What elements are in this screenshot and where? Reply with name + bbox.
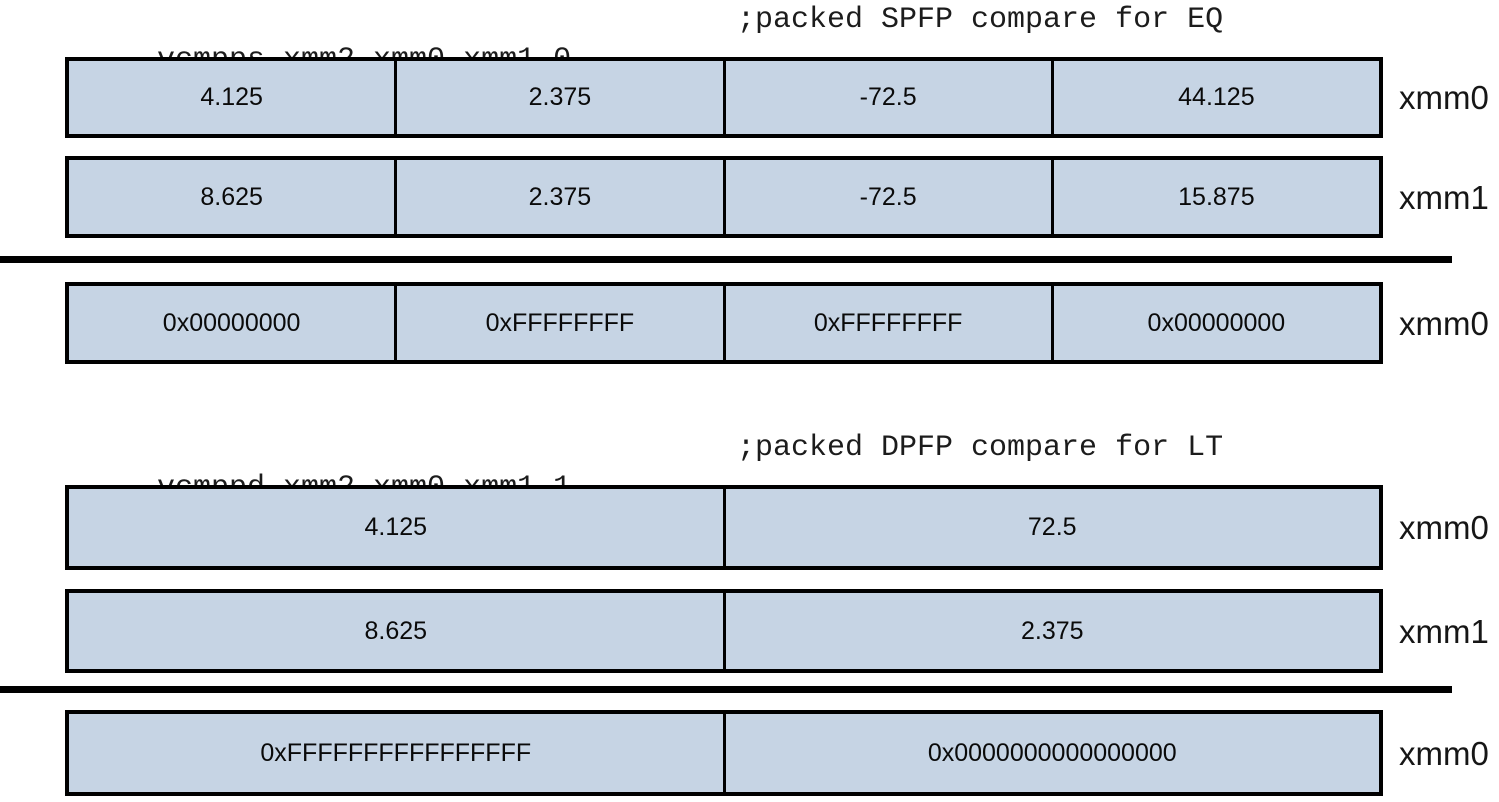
instruction-line-vcmpps: vcmpps xmm2,xmm0,xmm1,0 ;packed SPFP com… — [85, 0, 1223, 77]
instruction-line-vcmppd: vcmppd xmm2,xmm0,xmm1,1 ;packed DPFP com… — [85, 428, 1223, 505]
section-divider — [0, 256, 1452, 263]
register-cell: 72.5 — [1027, 513, 1077, 541]
instruction-comment: ;packed SPFP compare for EQ — [737, 3, 1224, 37]
register-label: xmm0 — [1399, 79, 1489, 116]
register-row-xmm0-src: 4.125 72.5 xmm0 — [65, 485, 1489, 570]
instruction-comment: ;packed DPFP compare for LT — [737, 431, 1224, 465]
register-label: xmm1 — [1399, 178, 1489, 216]
register-cell: 0xFFFFFFFFFFFFFFFF — [69, 714, 726, 792]
register-cell: 44.125 — [1178, 83, 1255, 111]
register-cells: 0xFFFFFFFFFFFFFFFF 0x0000000000000000 — [65, 710, 1383, 796]
register-cells: 0x00000000 0xFFFFFFFF 0xFFFFFFFF 0x00000… — [65, 282, 1383, 364]
register-cell: 8.625 — [69, 593, 726, 669]
register-cell: 2.375 — [397, 61, 726, 134]
register-cells: 8.625 2.375 -72.5 15.875 — [65, 156, 1383, 238]
register-label: xmm0 — [1399, 304, 1489, 342]
register-row-xmm0-src: 4.125 2.375 -72.5 44.125 xmm0 — [65, 57, 1489, 138]
register-cell: 0x0000000000000000 — [927, 738, 1177, 767]
register-row-xmm1-src: 8.625 2.375 -72.5 15.875 xmm1 — [65, 156, 1489, 238]
register-cell: 2.375 — [1020, 616, 1084, 645]
register-cell: 0xFFFFFFFF — [397, 286, 726, 360]
register-cell: 0x00000000 — [69, 286, 398, 360]
register-row-xmm0-result: 0x00000000 0xFFFFFFFF 0xFFFFFFFF 0x00000… — [65, 282, 1489, 364]
register-cell: -72.5 — [726, 160, 1054, 234]
register-row-xmm0-result: 0xFFFFFFFFFFFFFFFF 0x0000000000000000 xm… — [65, 710, 1489, 796]
register-label: xmm1 — [1399, 612, 1489, 650]
register-row-xmm1-src: 8.625 2.375 xmm1 — [65, 589, 1489, 673]
register-cell: 4.125 — [69, 489, 726, 566]
register-label: xmm0 — [1399, 509, 1489, 546]
register-cell: 2.375 — [397, 160, 726, 234]
register-cells: 8.625 2.375 — [65, 589, 1383, 673]
register-cell: -72.5 — [726, 61, 1054, 134]
register-cell: 0xFFFFFFFF — [726, 286, 1054, 360]
register-cell: 15.875 — [1178, 182, 1255, 211]
section-divider — [0, 686, 1452, 693]
register-cell: 8.625 — [69, 160, 398, 234]
register-cell: 4.125 — [69, 61, 398, 134]
register-label: xmm0 — [1399, 734, 1489, 772]
register-cells: 4.125 2.375 -72.5 44.125 — [65, 57, 1383, 138]
register-cell: 0x00000000 — [1147, 308, 1286, 337]
register-cells: 4.125 72.5 — [65, 485, 1383, 570]
